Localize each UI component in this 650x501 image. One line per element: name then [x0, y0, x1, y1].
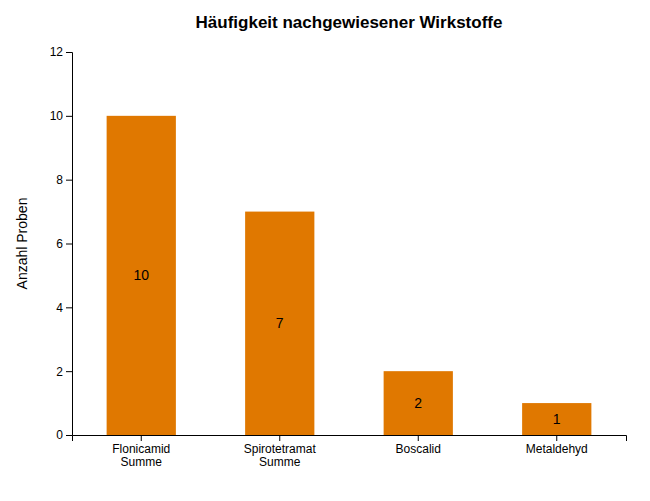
tick-label-line: Spirotetramat	[244, 442, 317, 456]
x-axis: FlonicamidSummeSpirotetramatSummeBoscali…	[73, 435, 627, 469]
bar	[522, 403, 591, 435]
tick-mark	[141, 435, 142, 441]
data-label: 7	[276, 315, 284, 331]
tick: 12	[50, 45, 72, 59]
tick-label-line: Metaldehyd	[526, 442, 588, 456]
chart-container: 10721024681012FlonicamidSummeSpirotetram…	[0, 0, 650, 501]
bars	[107, 116, 592, 435]
chart-svg: 10721024681012FlonicamidSummeSpirotetram…	[0, 0, 650, 501]
bar	[384, 371, 453, 435]
y-axis-label: Anzahl Proben	[14, 198, 30, 290]
plot-area: 10721024681012FlonicamidSummeSpirotetram…	[50, 45, 627, 469]
tick: 8	[56, 173, 72, 187]
tick-label: 2	[56, 365, 63, 379]
data-label: 10	[133, 267, 149, 283]
tick: 2	[56, 365, 72, 379]
tick: SpirotetramatSumme	[244, 435, 317, 469]
tick: 0	[56, 428, 72, 442]
tick-label: 6	[56, 237, 63, 251]
tick-label-line: Summe	[121, 455, 163, 469]
tick-mark	[279, 435, 280, 441]
tick-mark	[66, 307, 72, 308]
data-label: 1	[553, 411, 561, 427]
tick: Boscalid	[396, 435, 441, 456]
bar	[107, 116, 176, 435]
tick-label: SpirotetramatSumme	[244, 442, 317, 470]
tick-label: 0	[56, 428, 63, 442]
tick: 10	[50, 109, 72, 123]
tick-label: 12	[50, 45, 64, 59]
axis-line	[66, 53, 73, 436]
data-label: 2	[414, 395, 422, 411]
tick: Metaldehyd	[526, 435, 588, 456]
tick-mark	[66, 52, 72, 53]
tick-mark	[66, 435, 72, 436]
tick-mark	[66, 244, 72, 245]
tick-label: FlonicamidSumme	[112, 442, 170, 470]
tick-label: 8	[56, 173, 63, 187]
tick-label: 10	[50, 109, 64, 123]
tick-label: Boscalid	[396, 442, 441, 456]
chart-title: Häufigkeit nachgewiesener Wirkstoffe	[196, 13, 503, 32]
tick-mark	[66, 371, 72, 372]
bar	[245, 212, 314, 435]
tick-label-line: Boscalid	[396, 442, 441, 456]
tick-label: 4	[56, 301, 63, 315]
tick: FlonicamidSumme	[112, 435, 170, 469]
tick-label-line: Flonicamid	[112, 442, 170, 456]
tick-label: Metaldehyd	[526, 442, 588, 456]
tick-label-line: Summe	[259, 455, 301, 469]
axis-line	[73, 436, 627, 442]
tick-mark	[418, 435, 419, 441]
data-labels: 10 7 2 1	[133, 267, 560, 427]
tick: 4	[56, 301, 72, 315]
y-axis: 0 2 4 6 8 10 12	[50, 45, 73, 442]
tick-mark	[66, 116, 72, 117]
tick: 6	[56, 237, 72, 251]
tick-mark	[556, 435, 557, 441]
tick-mark	[66, 180, 72, 181]
